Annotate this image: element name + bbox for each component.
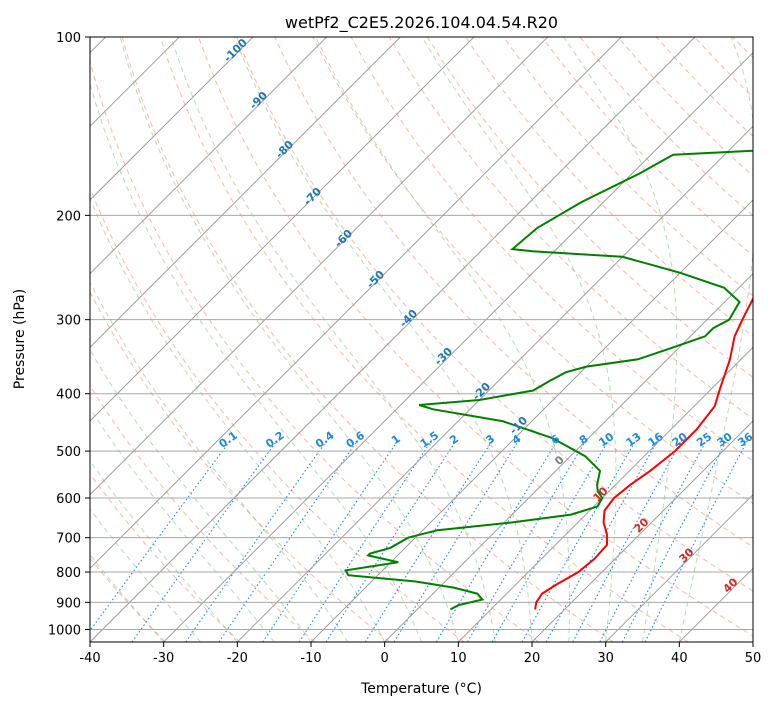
isotherm (457, 346, 753, 642)
dry-adiabat (159, 37, 689, 642)
isotherm (90, 37, 328, 275)
x-axis-label: Temperature (°C) (360, 681, 482, 697)
y-tick-label: 900 (56, 596, 81, 611)
y-tick-label: 800 (56, 566, 81, 581)
temperature-profile (534, 296, 753, 610)
moist-adiabat (90, 197, 386, 642)
moist-adiabat (170, 37, 496, 642)
x-tick-label: 40 (671, 651, 688, 666)
isotherm (90, 37, 696, 642)
mixing-ratio-line (435, 440, 558, 642)
mixing-ratio-line (262, 440, 399, 642)
x-tick-label: -10 (300, 651, 321, 666)
x-tick-label: 10 (450, 651, 467, 666)
moist-adiabat (90, 81, 422, 642)
y-tick-label: 600 (56, 492, 81, 507)
mixing-ratio-line (90, 440, 231, 632)
dry-adiabat (236, 37, 753, 592)
dry-adiabat (121, 37, 614, 642)
moist-adiabat (421, 37, 617, 642)
dry-adiabat (90, 384, 316, 642)
moist-adiabat (315, 37, 570, 642)
moist-adiabat (563, 37, 678, 642)
isotherm (90, 37, 254, 201)
isotherm (605, 493, 753, 642)
y-tick-label: 200 (56, 209, 81, 224)
dewpoint-profile (344, 149, 753, 611)
mixing-ratio-line (491, 440, 609, 642)
moist-adiabat (90, 554, 165, 642)
plot-frame (89, 36, 754, 643)
y-tick-label: 400 (56, 388, 81, 403)
mixing-ratio-line (572, 440, 683, 642)
x-tick-label: -40 (79, 651, 100, 666)
mixing-ratio-line (364, 440, 493, 642)
y-axis-label: Pressure (hPa) (12, 289, 28, 389)
x-tick-label: -30 (153, 651, 174, 666)
moist-adiabat (233, 37, 533, 642)
isotherm (90, 37, 622, 570)
isotherm (163, 51, 753, 642)
mixing-ratio-line (644, 440, 748, 642)
mixing-ratio-line (298, 440, 432, 642)
isotherm (310, 199, 753, 642)
isotherm (90, 37, 475, 422)
y-tick-label: 300 (56, 314, 81, 329)
y-tick-label: 100 (56, 31, 81, 46)
isotherm (384, 272, 753, 642)
moist-adiabat (90, 348, 312, 642)
mixing-ratio-line (325, 440, 457, 642)
dry-adiabat (90, 186, 465, 642)
dry-adiabat (388, 37, 753, 420)
mixing-ratio-line (545, 440, 659, 642)
isotherm (90, 37, 401, 349)
y-tick-label: 1000 (48, 623, 81, 638)
dry-adiabat (465, 37, 753, 338)
mixing-ratio-line (521, 440, 637, 642)
dry-adiabat (503, 37, 753, 297)
moist-adiabat (90, 407, 275, 642)
x-tick-label: 20 (524, 651, 541, 666)
dry-adiabat (90, 59, 540, 642)
moist-adiabat (90, 459, 238, 642)
dry-adiabat (350, 37, 753, 462)
moist-adiabat (90, 508, 201, 642)
x-tick-label: -20 (227, 651, 248, 666)
dry-adiabat (90, 557, 166, 642)
chart-title: wetPf2_C2E5.2026.104.04.54.R20 (285, 13, 558, 33)
x-tick-label: 50 (745, 651, 762, 666)
y-tick-label: 700 (56, 532, 81, 547)
x-tick-label: 0 (381, 651, 389, 666)
mixing-ratio-line (467, 440, 587, 642)
moist-adiabat (119, 37, 459, 642)
dry-adiabat (312, 37, 753, 505)
mixing-ratio-line (185, 440, 328, 642)
y-tick-label: 500 (56, 445, 81, 460)
dry-adiabat (274, 37, 753, 548)
mixing-ratio-line (131, 440, 278, 642)
isotherm (90, 37, 549, 496)
x-tick-label: 30 (597, 651, 614, 666)
dry-adiabat (90, 472, 241, 642)
dry-adiabat (90, 291, 390, 642)
isotherm (531, 420, 753, 642)
isotherm (236, 125, 753, 642)
